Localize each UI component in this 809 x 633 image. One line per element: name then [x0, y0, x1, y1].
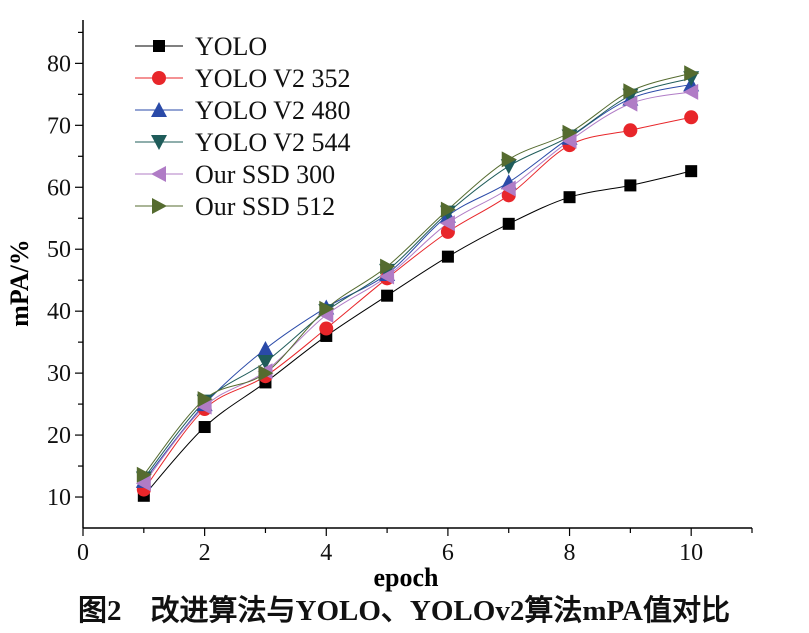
series-line-0 [143, 170, 692, 497]
legend-swatch-marker [152, 71, 166, 85]
data-point-series-0 [563, 191, 576, 204]
x-tick-label: 6 [442, 540, 454, 566]
y-axis-label: mPA/% [5, 239, 34, 327]
y-tick-label: 60 [47, 175, 71, 201]
data-point-series-5 [623, 83, 639, 100]
data-point-series-4 [500, 180, 516, 197]
y-tick-label: 30 [47, 361, 71, 387]
legend-label: YOLO V2 544 [195, 128, 351, 157]
x-axis-label: epoch [374, 563, 440, 592]
data-point-series-4 [379, 268, 395, 285]
data-point-series-5 [258, 365, 274, 382]
data-point-series-4 [135, 475, 151, 492]
y-tick-label: 10 [47, 485, 71, 511]
x-tick-label: 4 [320, 540, 332, 566]
legend-label: YOLO [195, 32, 267, 61]
y-tick-label: 80 [47, 51, 71, 77]
data-point-series-5 [197, 391, 213, 408]
legend-label: YOLO V2 480 [195, 96, 351, 125]
legend-label: Our SSD 512 [195, 192, 335, 221]
series-line-4 [143, 91, 692, 484]
legend: YOLO YOLO V2 352 YOLO V2 480 YOLO V2 544 Our… [135, 32, 351, 221]
data-point-series-4 [196, 398, 212, 415]
data-point-series-5 [562, 124, 578, 141]
y-tick-label: 50 [47, 237, 71, 263]
data-point-series-0 [441, 250, 454, 263]
data-point-series-0 [381, 289, 394, 302]
legend-swatch-marker [151, 135, 167, 150]
data-point-series-4 [439, 215, 455, 232]
y-tick-label: 70 [47, 113, 71, 139]
y-tick-label: 40 [47, 299, 71, 325]
data-point-series-0 [502, 217, 515, 230]
series-line-3 [143, 77, 692, 479]
legend-swatch-marker [151, 166, 166, 182]
series-line-5 [143, 72, 692, 476]
data-point-series-1 [684, 110, 699, 125]
data-point-series-0 [624, 179, 637, 192]
legend-swatch-marker [151, 102, 167, 117]
data-point-series-5 [319, 300, 335, 317]
data-point-series-0 [685, 165, 698, 178]
legend-label: Our SSD 300 [195, 160, 335, 189]
data-point-series-5 [440, 201, 456, 218]
data-point-series-5 [136, 466, 152, 483]
x-tick-label: 2 [199, 540, 211, 566]
data-point-series-5 [501, 151, 517, 168]
legend-label: YOLO V2 352 [195, 64, 351, 93]
x-tick-label: 8 [564, 540, 576, 566]
legend-swatch-marker [153, 40, 165, 52]
data-point-series-4 [622, 95, 638, 112]
plot-area: 0 2 4 6 8 10 10 20 30 40 50 60 70 80 [47, 20, 753, 566]
data-point-series-1 [623, 123, 638, 138]
legend-swatch-marker [152, 198, 167, 214]
y-tick-label: 20 [47, 423, 71, 449]
x-tick-label: 10 [679, 540, 703, 566]
data-point-series-5 [684, 65, 700, 82]
data-point-series-0 [198, 421, 211, 434]
data-point-series-2 [257, 340, 274, 356]
series-line-1 [143, 116, 692, 490]
series-line-2 [143, 83, 692, 482]
data-point-series-5 [380, 258, 396, 275]
data-point-series-4 [561, 132, 577, 149]
x-tick-label: 0 [77, 540, 89, 566]
data-point-series-1 [319, 321, 334, 336]
data-point-series-4 [683, 83, 699, 100]
data-point-series-3 [257, 354, 274, 370]
figure-caption: 图2 改进算法与YOLO、YOLOv2算法mPA值对比 [78, 593, 730, 627]
